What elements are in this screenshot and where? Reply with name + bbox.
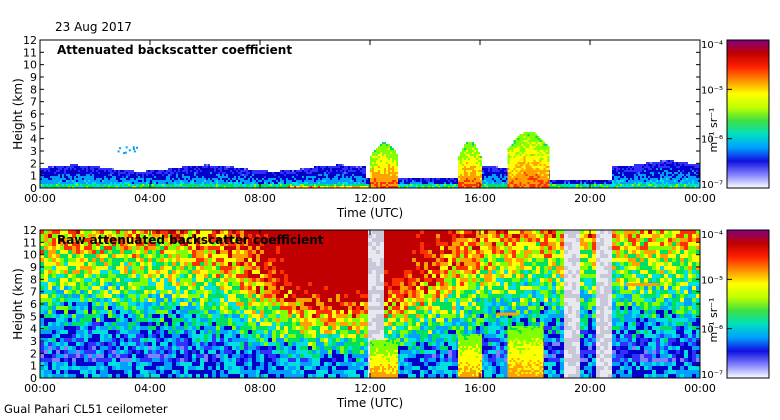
colorbar-unit-label: m⁻¹ sr⁻¹ — [707, 298, 720, 343]
y-tick-label: 6 — [30, 298, 37, 311]
colorbar-tick-label: 10⁻⁴ — [701, 40, 723, 51]
date-label: 23 Aug 2017 — [55, 20, 132, 34]
x-tick-label: 20:00 — [574, 192, 606, 205]
x-tick-label: 00:00 — [684, 192, 716, 205]
heatmap-cells — [40, 230, 700, 378]
x-tick-label: 20:00 — [574, 382, 606, 395]
instrument-label: Gual Pahari CL51 ceilometer — [4, 402, 168, 416]
y-tick-label: 5 — [30, 310, 37, 323]
y-tick-label: 10 — [23, 59, 37, 72]
x-tick-label: 00:00 — [684, 382, 716, 395]
x-tick-label: 12:00 — [354, 382, 386, 395]
colorbar-tick-label: 10⁻⁵ — [701, 275, 723, 286]
y-tick-label: 12 — [23, 34, 37, 47]
y-tick-label: 2 — [30, 347, 37, 360]
x-axis-label: Time (UTC) — [336, 206, 403, 220]
x-tick-label: 08:00 — [244, 192, 276, 205]
y-tick-label: 9 — [30, 261, 37, 274]
colorbar-tick-label: 10⁻⁶ — [701, 135, 723, 146]
y-tick-label: 1 — [30, 170, 37, 183]
colorbar-tick-label: 10⁻⁵ — [701, 85, 723, 96]
y-tick-label: 3 — [30, 145, 37, 158]
x-tick-label: 04:00 — [134, 192, 166, 205]
y-tick-label: 4 — [30, 323, 37, 336]
y-tick-label: 12 — [23, 224, 37, 237]
x-tick-label: 00:00 — [24, 382, 56, 395]
panel-title: Raw attenuated backscatter coefficient — [57, 233, 324, 247]
y-tick-label: 8 — [30, 273, 37, 286]
colorbar-scale — [726, 229, 770, 379]
y-tick-label: 11 — [23, 46, 37, 59]
layer-mark — [625, 283, 659, 287]
panel-title: Attenuated backscatter coefficient — [57, 43, 292, 57]
layer-mark — [496, 312, 519, 316]
y-tick-label: 8 — [30, 83, 37, 96]
y-tick-label: 4 — [30, 133, 37, 146]
y-tick-label: 3 — [30, 335, 37, 348]
y-axis-label: Height (km) — [11, 268, 25, 339]
colorbar-tick-label: 10⁻⁷ — [701, 180, 723, 191]
colorbar-tick-label: 10⁻⁷ — [701, 370, 723, 381]
y-axis-label: Height (km) — [11, 78, 25, 149]
colorbar-unit-label: m⁻¹ sr⁻¹ — [707, 108, 720, 153]
y-tick-label: 6 — [30, 108, 37, 121]
y-tick-label: 0 — [30, 182, 37, 195]
colorbar-tick-label: 10⁻⁴ — [701, 230, 723, 241]
y-tick-label: 0 — [30, 372, 37, 385]
y-tick-label: 5 — [30, 120, 37, 133]
heatmap-cells — [40, 132, 700, 188]
y-tick-label: 7 — [30, 96, 37, 109]
x-tick-label: 08:00 — [244, 382, 276, 395]
colorbar-scale — [726, 39, 770, 189]
x-tick-label: 16:00 — [464, 382, 496, 395]
y-tick-label: 9 — [30, 71, 37, 84]
x-tick-label: 00:00 — [24, 192, 56, 205]
y-tick-label: 11 — [23, 236, 37, 249]
x-tick-label: 16:00 — [464, 192, 496, 205]
x-tick-label: 12:00 — [354, 192, 386, 205]
y-tick-label: 2 — [30, 157, 37, 170]
colorbar-tick-label: 10⁻⁶ — [701, 325, 723, 336]
y-tick-label: 10 — [23, 249, 37, 262]
y-tick-label: 7 — [30, 286, 37, 299]
y-tick-label: 1 — [30, 360, 37, 373]
x-axis-label: Time (UTC) — [336, 396, 403, 410]
colorbar: 10⁻⁷ 10⁻⁶ 10⁻⁵ 10⁻⁴ m⁻¹ sr⁻¹ — [701, 39, 770, 191]
colorbar: 10⁻⁷ 10⁻⁶ 10⁻⁵ 10⁻⁴ m⁻¹ sr⁻¹ — [701, 229, 770, 381]
x-tick-label: 04:00 — [134, 382, 166, 395]
